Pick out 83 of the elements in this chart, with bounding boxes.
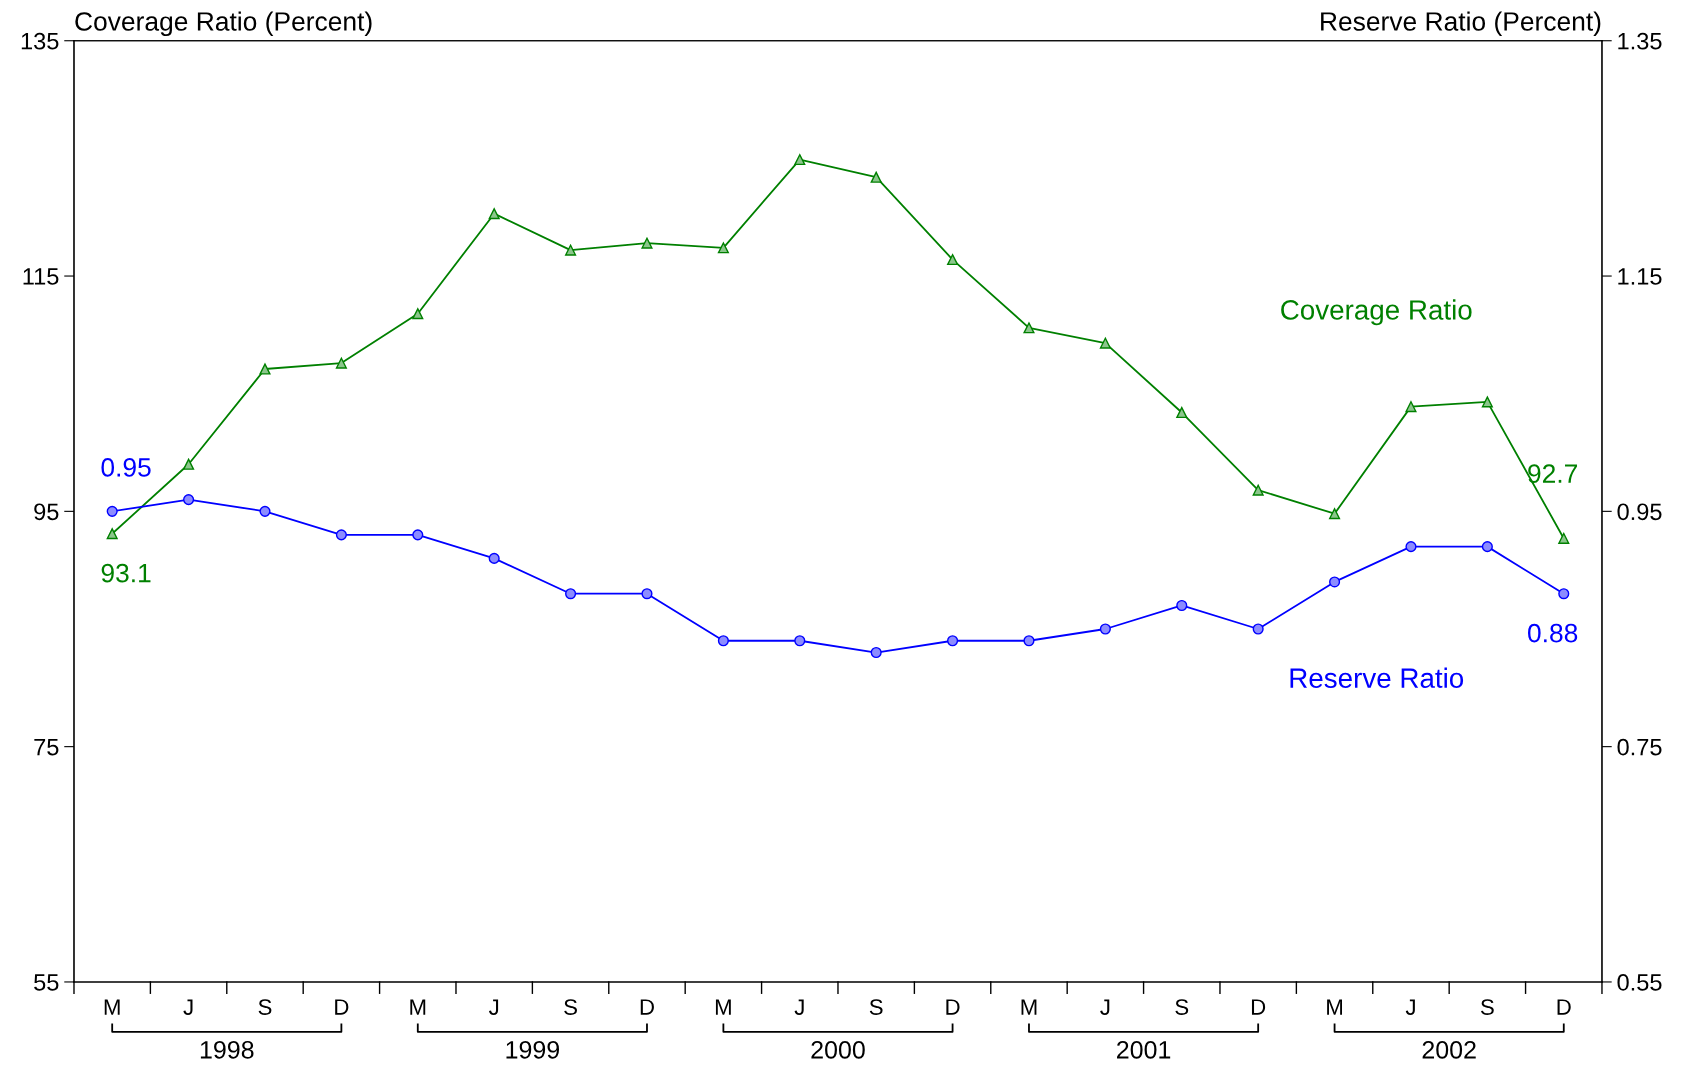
point (412, 308, 424, 320)
point (1405, 541, 1417, 553)
y2-axis-title: Reserve Ratio (Percent) (1321, 11, 1601, 37)
x-tick-label: M (104, 999, 120, 1015)
x-tick-label: M (1021, 999, 1037, 1015)
data-label: 0.95 (101, 458, 151, 477)
x-tick-label: J (183, 999, 193, 1015)
y2-tick-label: 0.55 (1617, 974, 1662, 991)
y2-tick-label: 1.35 (1618, 32, 1662, 50)
y-axis-title: Coverage Ratio (Percent) (75, 11, 372, 37)
x-tick-label: D (335, 999, 349, 1015)
point (1099, 623, 1111, 635)
text: 2001 (1117, 1040, 1171, 1059)
point (1176, 406, 1188, 419)
y2-tick-label: 0.95 (1617, 503, 1662, 521)
point (488, 208, 500, 220)
point (947, 635, 959, 647)
point (412, 529, 424, 541)
y-tick-label: 75 (34, 738, 59, 756)
x-tick-label: J (1100, 999, 1110, 1015)
point (335, 529, 347, 541)
x-tick-label: S (1480, 999, 1494, 1015)
x-tick-label: D (946, 999, 960, 1015)
point (565, 588, 577, 600)
x-tick-label: D (1557, 999, 1571, 1015)
y2-tick-label: 0.75 (1617, 738, 1662, 756)
point (641, 588, 653, 600)
series-label: Reserve Ratio (1290, 667, 1464, 688)
y-tick-label: 115 (23, 268, 59, 285)
point (1329, 576, 1341, 588)
x-tick-label: J (488, 999, 499, 1015)
point (1481, 541, 1493, 553)
x-tick-label: J (794, 999, 804, 1015)
text: Coverage Ratio (1281, 299, 1472, 326)
point (1023, 635, 1035, 647)
point (1023, 322, 1035, 334)
point (1176, 599, 1188, 612)
x-tick-label: J (1405, 999, 1415, 1015)
point (183, 458, 195, 470)
point (259, 363, 271, 375)
point (717, 242, 729, 254)
point (1099, 337, 1111, 349)
y-tick-label: 135 (21, 32, 59, 50)
y-tick-label: 55 (34, 974, 59, 991)
text: 2002 (1422, 1040, 1476, 1059)
x-tick-label: M (715, 999, 731, 1015)
data-label: 0.88 (1528, 623, 1578, 643)
x-tick-label: S (564, 999, 577, 1015)
point (1252, 623, 1264, 635)
x-tick-label: M (410, 999, 426, 1015)
point (794, 154, 806, 166)
x-tick-label: D (640, 999, 654, 1015)
x-tick-label: S (1175, 999, 1189, 1015)
y-tick-label: 95 (34, 503, 59, 521)
point (565, 244, 577, 256)
point (335, 357, 347, 369)
x-tick-label: M (1327, 999, 1342, 1015)
point (1252, 484, 1264, 496)
point (794, 635, 806, 647)
text: 1998 (200, 1040, 254, 1059)
data-label: 92.7 (1528, 464, 1578, 483)
point (870, 646, 882, 659)
x-tick-label: S (869, 999, 883, 1015)
point (641, 237, 653, 249)
x-tick-label: S (258, 999, 272, 1015)
point (717, 635, 729, 647)
text: 1999 (506, 1040, 560, 1059)
point (1329, 508, 1341, 520)
text: 2000 (811, 1040, 865, 1059)
point (183, 494, 195, 506)
x-tick-label: D (1251, 999, 1266, 1015)
point (1481, 396, 1493, 408)
point (106, 505, 118, 517)
y2-tick-label: 1.15 (1618, 268, 1662, 285)
point (1405, 401, 1417, 413)
point (1558, 588, 1570, 600)
point (947, 254, 959, 266)
point (488, 552, 500, 564)
point (259, 505, 271, 517)
point (870, 171, 882, 183)
data-label: 93.1 (101, 563, 151, 583)
point (106, 528, 118, 540)
point (1558, 532, 1570, 544)
